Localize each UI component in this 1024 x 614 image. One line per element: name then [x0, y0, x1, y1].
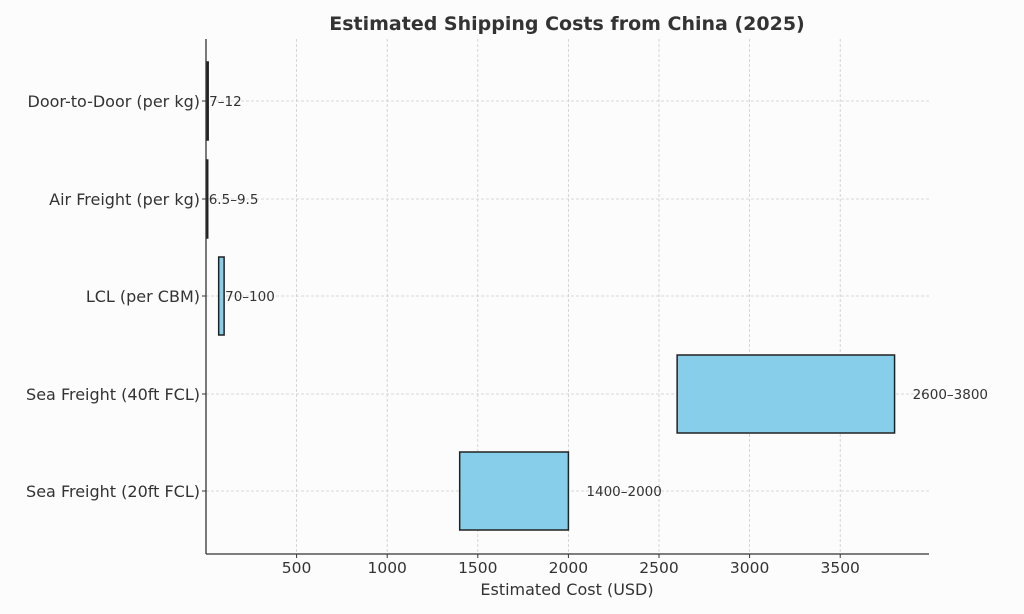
- x-tick-label: 500: [282, 559, 312, 577]
- x-tick-label: 3500: [820, 559, 859, 577]
- x-tick-label: 1000: [367, 559, 406, 577]
- bar-value-label: 7–12: [209, 94, 242, 110]
- axes: 500 1000 1500 2000 2500 3000 3500 Door-to-Door …: [26, 39, 929, 577]
- chart-title: Estimated Shipping Costs from China (202…: [329, 13, 804, 35]
- x-tick-label: 1500: [458, 559, 497, 577]
- bar-value-label: 1400–2000: [586, 484, 661, 500]
- bar-value-label: 6.5–9.5: [209, 192, 259, 208]
- y-category-label: Sea Freight (20ft FCL): [26, 482, 200, 501]
- range-bar: [206, 159, 209, 239]
- range-bar: [676, 354, 896, 434]
- y-category-label: Sea Freight (40ft FCL): [26, 385, 200, 404]
- x-tick-label: 2500: [639, 559, 678, 577]
- bars: 7–12 6.5–9.5 70–100 2600–3800 1400–2000: [206, 61, 988, 531]
- bar-value-label: 70–100: [225, 289, 275, 305]
- x-tick-label: 3000: [730, 559, 769, 577]
- range-bar: [217, 256, 225, 336]
- x-axis-label: Estimated Cost (USD): [480, 580, 653, 599]
- x-tick-label: 2000: [549, 559, 588, 577]
- range-bar: [206, 61, 209, 141]
- y-category-label: Air Freight (per kg): [49, 190, 200, 209]
- range-bar: [458, 451, 570, 531]
- y-category-label: LCL (per CBM): [86, 287, 200, 306]
- bar-value-label: 2600–3800: [913, 387, 988, 403]
- y-category-label: Door-to-Door (per kg): [28, 92, 201, 111]
